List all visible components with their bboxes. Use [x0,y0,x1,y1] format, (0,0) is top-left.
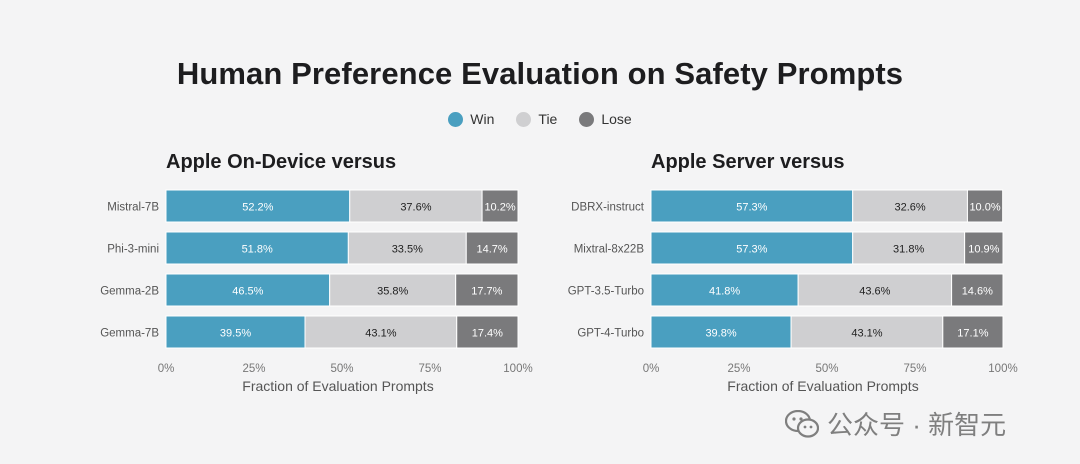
bar-segment-tie [304,315,458,349]
data-label-tie: 43.6% [859,286,890,298]
data-label-tie: 32.6% [894,202,925,214]
watermark-text: 公众号 · 新智元 [827,410,1007,440]
data-label-lose: 17.1% [957,328,988,340]
x-tick-label: 25% [727,363,750,375]
chart-panel-1: Apple On-Device versus Mistral-7B 52.2% 37.… [100,151,533,394]
x-tick-label: 75% [903,363,926,375]
data-label-tie: 33.5% [392,244,423,256]
panel-title: Apple On-Device versus [166,151,396,173]
data-label-lose: 14.7% [477,244,508,256]
x-tick-label: 0% [158,363,175,375]
data-label-tie: 43.1% [365,328,396,340]
bar-segment-win [165,315,306,349]
x-tick-label: 100% [503,363,532,375]
x-axis-label: Fraction of Evaluation Prompts [727,378,918,394]
data-label-lose: 10.0% [969,202,1000,214]
data-label-win: 46.5% [232,286,263,298]
legend-item-win: Win [448,111,494,127]
x-axis-label: Fraction of Evaluation Prompts [242,378,433,394]
x-tick-label: 75% [418,363,441,375]
legend-label-win: Win [470,111,495,127]
legend-swatch-win [448,111,464,127]
bar-segment-tie [852,189,968,223]
data-label-win: 51.8% [242,244,273,256]
data-label-win: 57.3% [736,244,767,256]
data-label-lose: 17.7% [471,286,502,298]
bar-segment-tie [797,273,953,307]
category-label: DBRX-instruct [571,202,645,214]
data-label-win: 41.8% [709,286,740,298]
x-tick-label: 25% [242,363,265,375]
data-label-lose: 14.6% [962,286,993,298]
data-label-lose: 10.9% [968,244,999,256]
watermark: 公众号 · 新智元 [785,405,1006,442]
chart-main-title: Human Preference Evaluation on Safety Pr… [176,56,904,91]
bar-segment-lose [964,231,1004,265]
bar-segment-win [650,189,854,223]
category-label: GPT-3.5-Turbo [568,286,644,298]
data-label-lose: 10.2% [484,202,515,214]
data-label-lose: 17.4% [472,328,503,340]
data-label-tie: 43.1% [851,328,882,340]
bar-segment-win [165,231,349,265]
bar-segment-win [650,315,792,349]
bar-segment-win [165,273,331,307]
bar-segment-win [650,273,799,307]
bar-segment-lose [481,189,519,223]
x-tick-label: 50% [330,363,353,375]
legend-label-lose: Lose [601,111,632,127]
legend-item-tie: Tie [516,111,557,127]
bar-segment-lose [942,315,1004,349]
data-label-tie: 31.8% [893,244,924,256]
wechat-icon [785,409,819,438]
legend-swatch-lose [579,111,595,127]
x-tick-label: 50% [815,363,838,375]
data-label-win: 39.5% [220,328,251,340]
category-label: Mistral-7B [107,202,159,214]
data-label-tie: 35.8% [377,286,408,298]
legend-label-tie: Tie [538,111,558,127]
bar-segment-tie [347,231,467,265]
bar-segment-tie [349,189,483,223]
data-label-win: 39.8% [705,328,736,340]
panel-title: Apple Server versus [651,151,844,173]
data-label-win: 52.2% [242,202,273,214]
chart-panel-2: Apple Server versus DBRX-instruct 57.3% 32.… [568,151,1018,394]
bar-segment-lose [966,189,1004,223]
bar-segment-win [650,231,854,265]
x-tick-label: 0% [643,363,660,375]
category-label: Phi-3-mini [107,244,159,256]
category-label: Mixtral-8x22B [574,244,645,256]
bar-segment-lose [455,273,519,307]
legend-swatch-tie [516,111,532,127]
legend-item-lose: Lose [579,111,632,127]
bar-segment-lose [456,315,519,349]
bar-segment-tie [852,231,966,265]
data-label-win: 57.3% [736,202,767,214]
chart-legend: Win Tie Lose [0,111,1080,127]
category-label: GPT-4-Turbo [577,328,644,340]
category-label: Gemma-2B [100,286,159,298]
data-label-tie: 37.6% [400,202,431,214]
bar-segment-lose [951,273,1004,307]
bar-segment-lose [465,231,519,265]
x-tick-label: 100% [988,363,1017,375]
category-label: Gemma-7B [100,328,159,340]
